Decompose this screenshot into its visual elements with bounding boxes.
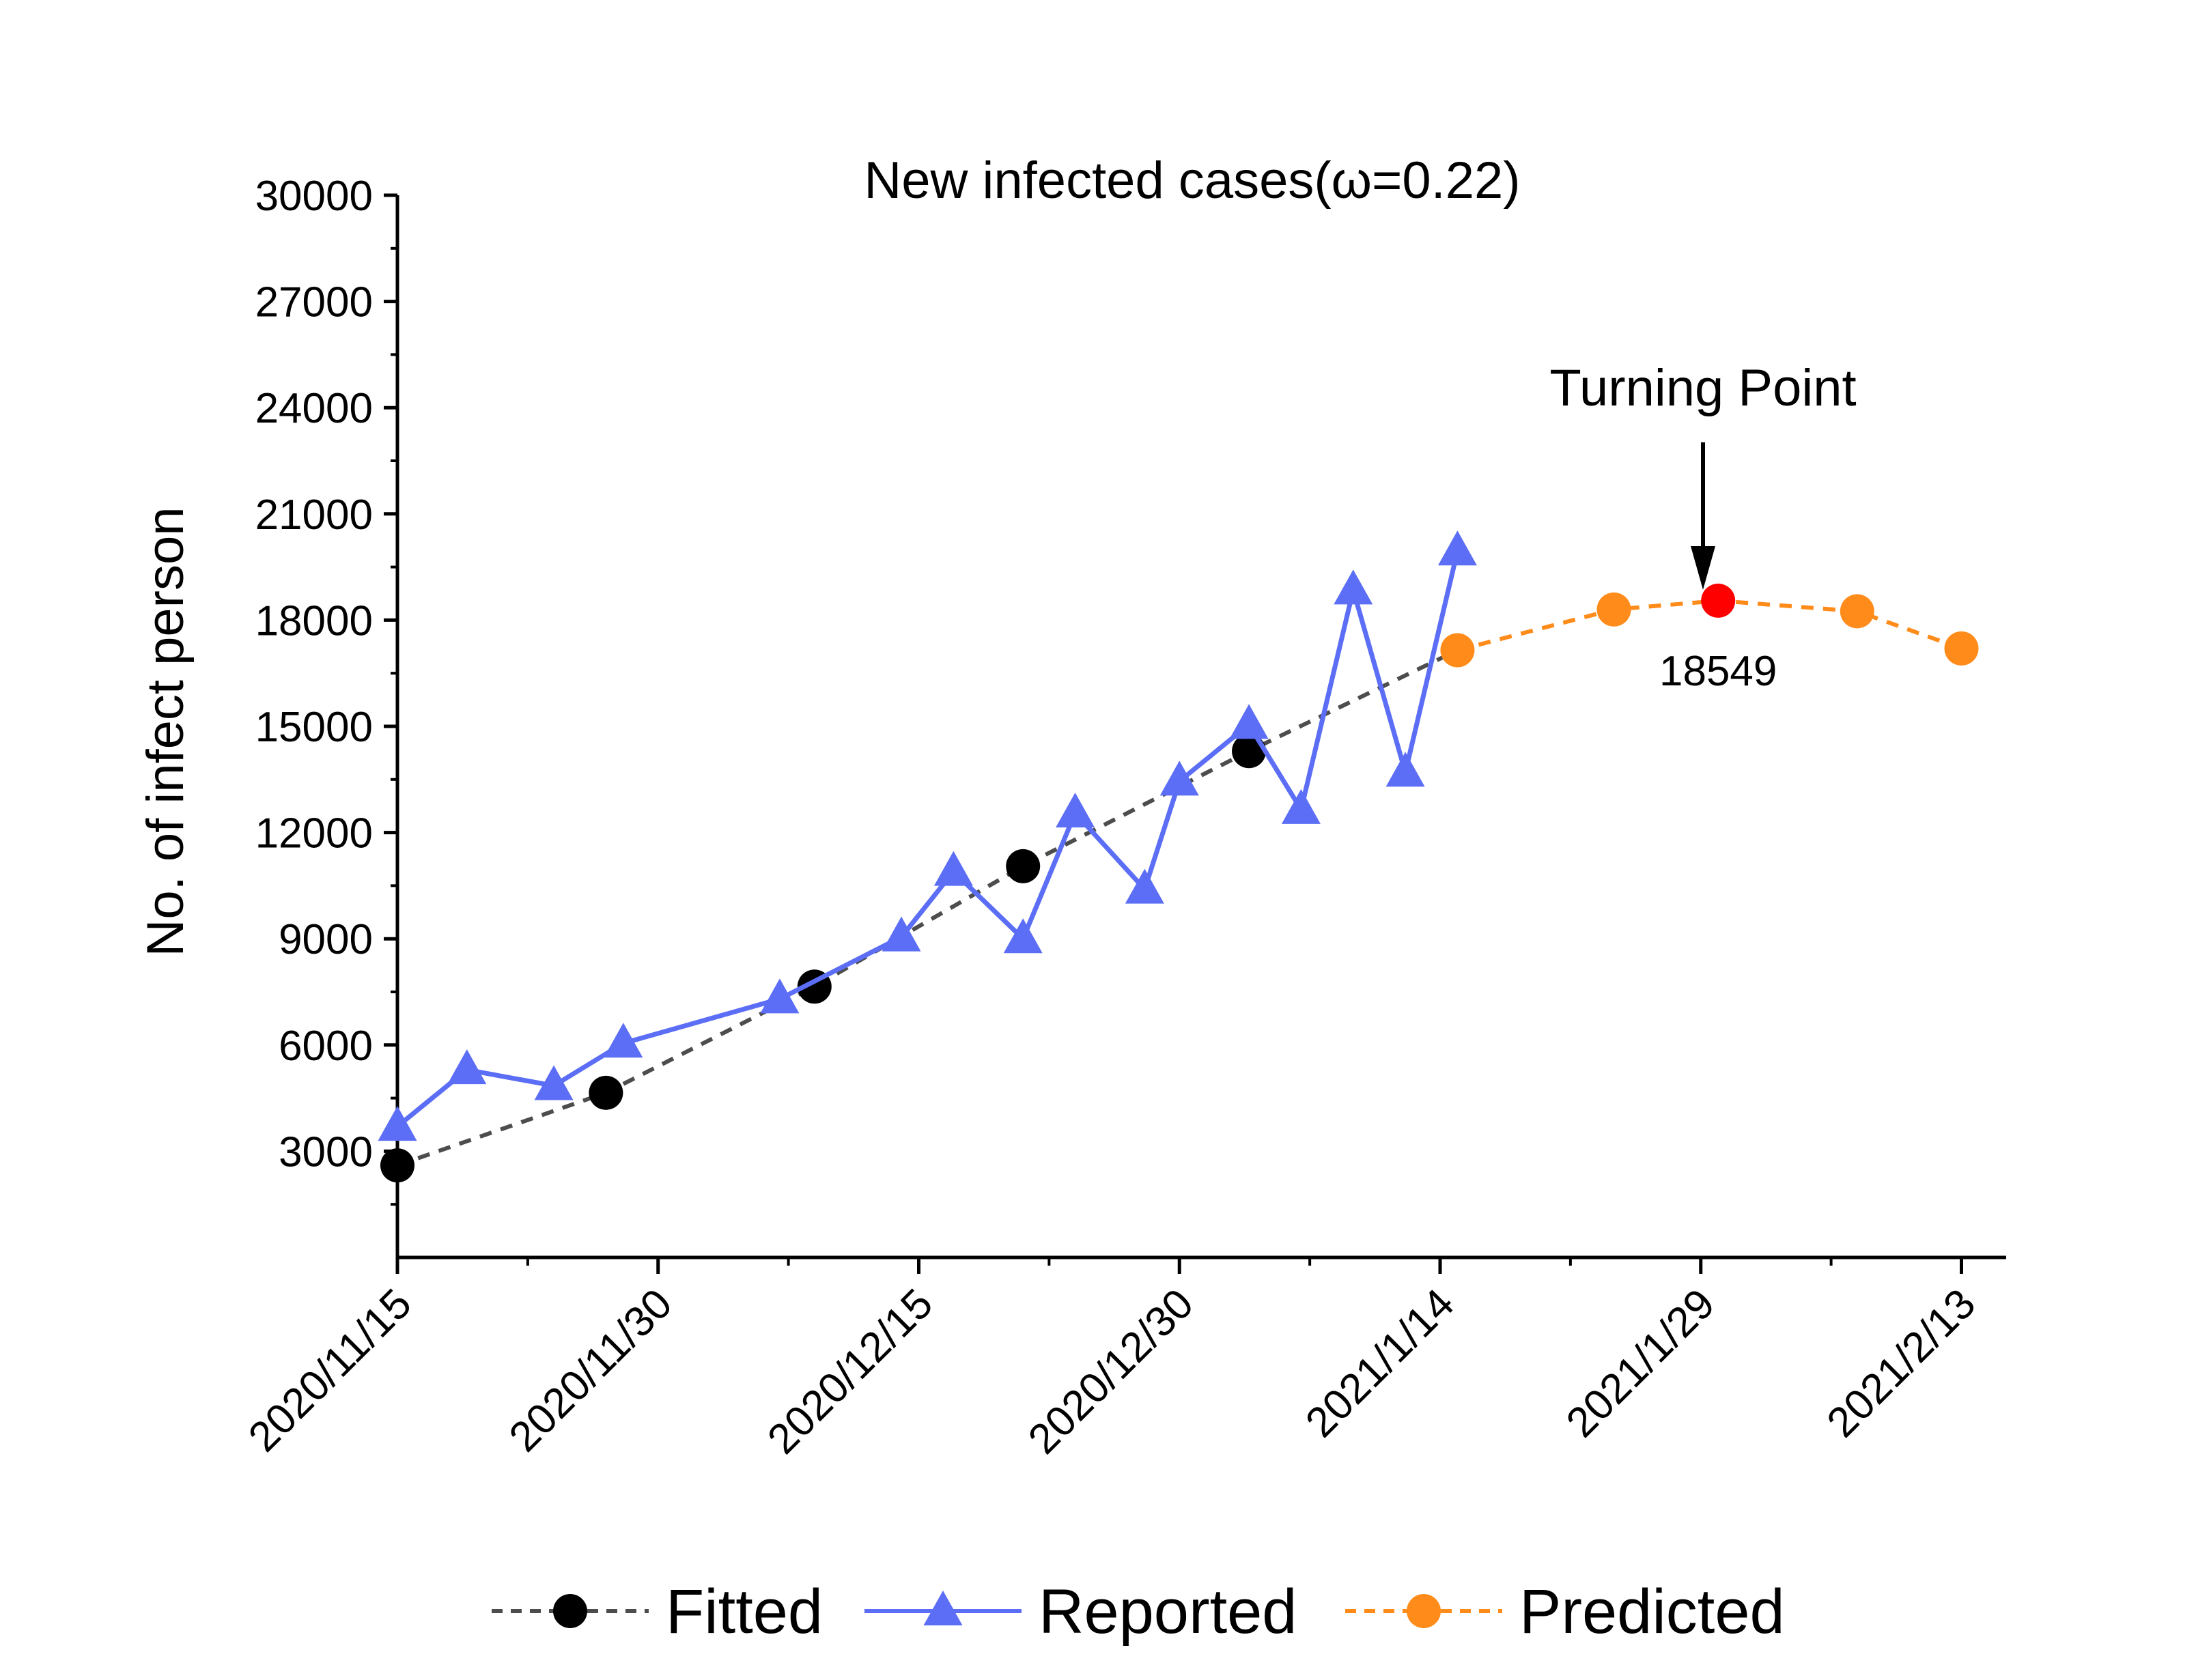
legend-marker-predicted [1407,1594,1441,1628]
y-tick-label: 3000 [279,1128,373,1176]
reported-point [1056,793,1095,828]
y-tick-label: 6000 [279,1023,373,1070]
chart-title: New infected cases(ω=0.22) [864,152,1520,210]
turning-point-arrow-head [1691,546,1715,590]
reported-point [1437,530,1477,566]
reported-point [1229,704,1269,739]
x-tick-label: 2021/1/14 [1297,1280,1463,1447]
fitted-point [589,1075,623,1110]
x-tick-label: 2021/1/29 [1558,1280,1724,1447]
turning-point-annotation: Turning Point 18549 [1549,359,1856,695]
legend-label-reported: Reported [1039,1577,1297,1647]
predicted-point [1596,592,1631,627]
fitted-point [1232,734,1267,769]
fitted-series [380,648,1459,1183]
predicted-point [1944,631,1979,666]
reported-point [378,1106,417,1141]
legend-marker-reported [923,1591,963,1625]
reported-point [933,851,973,886]
reported-point [760,978,800,1014]
predicted-series [1440,583,1979,668]
reported-point [1003,918,1043,954]
reported-point [534,1065,574,1100]
reported-point [1281,788,1321,824]
y-axis-title: No. of infect person [137,507,195,956]
predicted-point [1840,594,1874,629]
reported-point [1334,569,1373,605]
reported-point [1159,760,1199,796]
legend: Fitted Reported Predicted [492,1577,1785,1647]
reported-point [882,916,921,952]
legend-label-predicted: Predicted [1519,1577,1785,1647]
reported-series [378,530,1477,1141]
y-tick-label: 24000 [255,385,373,432]
predicted-point [1440,633,1475,668]
y-tick-label: 30000 [255,173,373,220]
x-tick-label: 2021/2/13 [1818,1280,1985,1447]
y-tick-label: 15000 [255,704,373,751]
y-tick-label: 12000 [255,810,373,857]
reported-point [1385,752,1425,787]
turning-point-value: 18549 [1659,648,1777,695]
y-tick-label: 18000 [255,597,373,644]
y-tick-label: 21000 [255,492,373,539]
fitted-point [1006,849,1041,883]
turning-point-label: Turning Point [1549,359,1856,417]
legend-label-fitted: Fitted [666,1577,823,1647]
y-tick-label: 9000 [279,916,373,963]
fitted-trend-line [397,648,1459,1167]
legend-marker-fitted [553,1594,587,1628]
x-tick-label: 2020/12/15 [759,1280,942,1463]
x-tick-label: 2020/11/15 [240,1280,421,1461]
reported-point [447,1049,487,1085]
reported-point [1125,868,1164,904]
x-tick-label: 2020/11/30 [501,1280,681,1461]
reported-point [604,1023,643,1058]
fitted-point [380,1148,414,1183]
x-tick-label: 2020/12/30 [1019,1280,1202,1463]
reported-line [395,550,1460,1128]
y-tick-label: 27000 [255,279,373,326]
turning-point-marker [1701,583,1736,618]
